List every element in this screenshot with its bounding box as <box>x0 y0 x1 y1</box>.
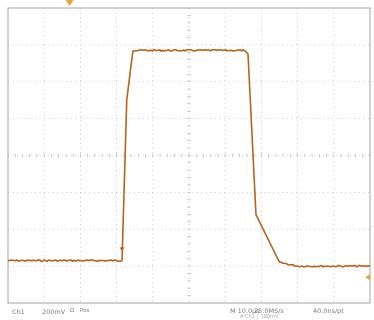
trigger-label: Pos <box>80 308 90 314</box>
coupling-symbol: Ω <box>70 308 75 314</box>
time-resolution: 40.0ns/pt <box>313 307 344 315</box>
sample-rate: 25.0MS/s <box>254 307 284 315</box>
trigger-readout: A Ch1 ∫ 188mV <box>240 314 279 320</box>
trigger-position-marker <box>65 0 74 6</box>
time-per-division: M 10.0μs <box>230 307 260 315</box>
graticule-frame <box>7 7 371 304</box>
trigger-point-marker <box>119 247 125 252</box>
trigger-level-marker <box>365 274 370 281</box>
waveform-trace <box>7 48 371 268</box>
channel-label: Ch1 <box>12 308 25 316</box>
volts-per-division: 200mV <box>42 308 66 316</box>
